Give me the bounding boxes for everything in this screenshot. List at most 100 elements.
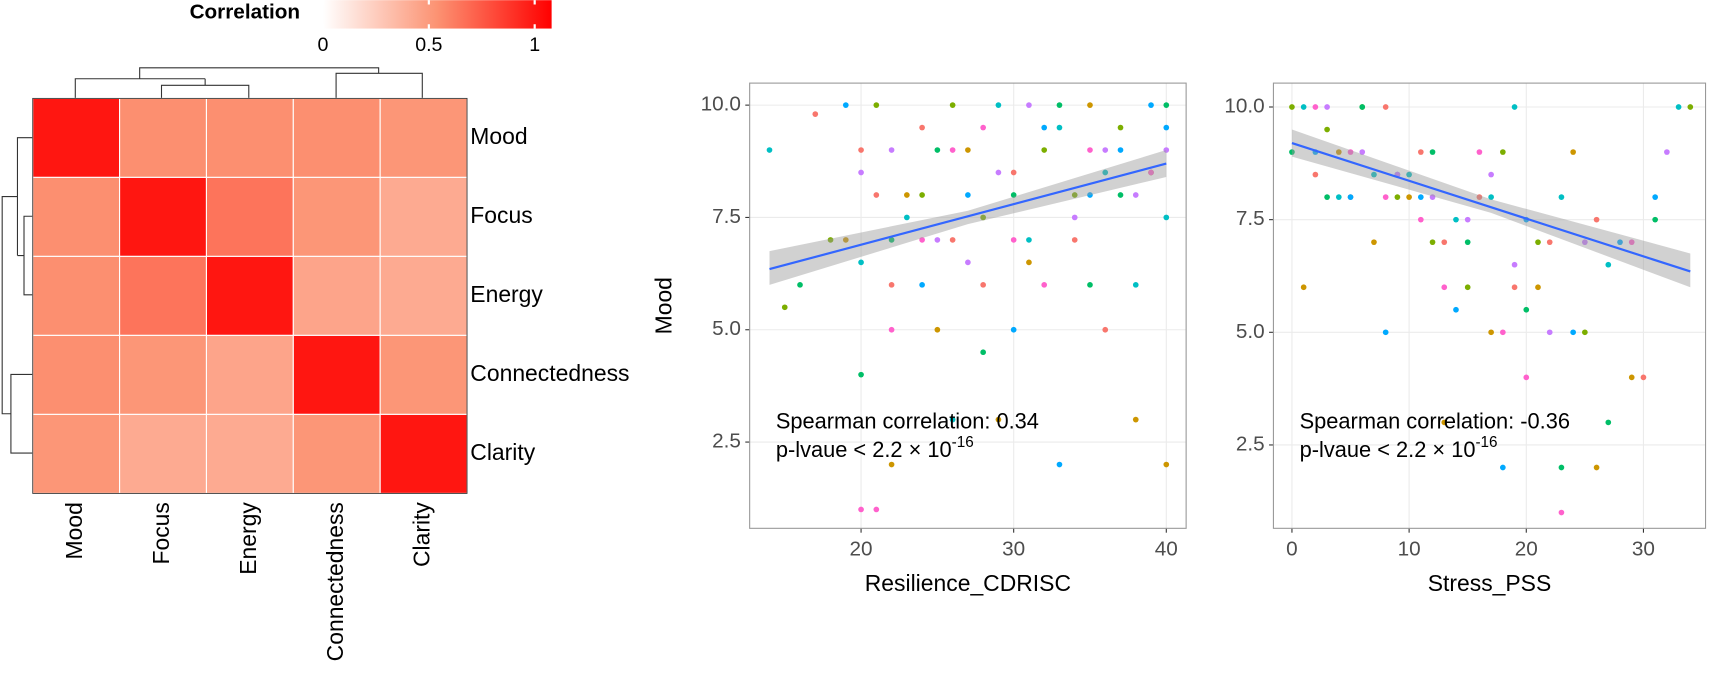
point — [1041, 124, 1048, 131]
point — [1041, 147, 1048, 153]
point — [949, 416, 956, 423]
point — [1500, 329, 1506, 336]
colorbar — [322, 0, 552, 29]
point — [858, 506, 864, 513]
point — [1087, 281, 1093, 288]
point — [1535, 239, 1541, 246]
heatmap-border — [32, 97, 468, 494]
point — [888, 147, 895, 153]
point — [1132, 416, 1139, 423]
fit-line — [769, 162, 1167, 271]
point — [858, 259, 864, 266]
point — [1289, 149, 1295, 155]
point — [1071, 192, 1078, 198]
point — [1132, 281, 1139, 288]
point — [1102, 169, 1109, 176]
point — [1335, 194, 1342, 200]
point — [1511, 261, 1518, 268]
point — [919, 281, 925, 288]
point — [949, 147, 956, 153]
point — [1429, 239, 1436, 246]
point — [980, 214, 986, 221]
heatmap-cell — [292, 176, 381, 257]
point — [873, 102, 880, 108]
y-tick-label: 7.5 — [1236, 207, 1265, 230]
point — [1570, 329, 1576, 336]
point — [1324, 104, 1330, 110]
point — [1010, 192, 1017, 198]
point — [1605, 419, 1612, 426]
colorbar-tick-label: 1 — [529, 34, 540, 56]
point — [888, 461, 895, 468]
annotation-text: p-lvaue < 2.2 × 10 — [1300, 437, 1476, 462]
point — [1558, 194, 1565, 200]
point — [919, 192, 925, 198]
heatmap-cell — [32, 97, 121, 178]
point — [1382, 329, 1389, 336]
point — [888, 237, 895, 243]
point — [1464, 284, 1471, 291]
heatmap-cell — [379, 255, 468, 336]
point — [766, 147, 773, 153]
point — [949, 102, 956, 108]
heatmap-cell — [292, 334, 381, 415]
point — [919, 237, 925, 243]
point — [1300, 104, 1307, 110]
point — [934, 326, 941, 333]
point — [1117, 147, 1124, 153]
point — [1163, 214, 1170, 221]
annotation: p-lvaue < 2.2 × 10-16 — [1300, 434, 1498, 461]
row-label: Clarity — [470, 439, 535, 465]
column-label: Focus — [148, 502, 174, 564]
point — [1464, 216, 1471, 223]
point — [1056, 102, 1063, 108]
annotation-text: Spearman correlation: 0.34 — [776, 408, 1039, 433]
fit-line — [1291, 142, 1691, 273]
plot-panel — [1273, 83, 1706, 529]
y-tick-label: 10.0 — [701, 93, 741, 116]
point — [1652, 216, 1658, 223]
y-tick-label: 10.0 — [1224, 94, 1264, 117]
point — [1453, 306, 1459, 313]
heatmap-cell — [205, 176, 294, 257]
point — [1324, 126, 1330, 133]
x-tick-label: 0 — [1286, 538, 1298, 561]
point — [980, 349, 986, 356]
plot-panel — [749, 83, 1187, 529]
point — [1417, 194, 1424, 200]
heatmap-cell — [292, 255, 381, 336]
point — [842, 237, 849, 243]
annotation-superscript: -16 — [1475, 434, 1497, 451]
point — [1546, 239, 1553, 246]
x-tick-label: 20 — [1515, 538, 1538, 561]
point — [888, 326, 895, 333]
point — [1500, 464, 1506, 471]
point — [1593, 216, 1600, 223]
point — [1605, 261, 1612, 268]
heatmap-cell — [292, 97, 381, 178]
annotation-superscript: -16 — [952, 434, 974, 451]
point — [1371, 171, 1377, 178]
point — [1628, 239, 1635, 246]
point — [1148, 102, 1154, 108]
point — [1335, 149, 1342, 155]
point — [1464, 239, 1471, 246]
point — [1441, 284, 1448, 291]
heatmap-cell — [119, 334, 208, 415]
point — [1289, 104, 1295, 110]
colorbar-tick-label: 0 — [318, 34, 329, 56]
point — [1026, 259, 1032, 266]
point — [1488, 171, 1494, 178]
annotation-text: p-lvaue < 2.2 × 10 — [776, 437, 952, 462]
heatmap-cell — [292, 413, 381, 494]
heatmap-cell — [119, 255, 208, 336]
point — [1558, 509, 1565, 516]
point — [1476, 194, 1483, 200]
point — [1010, 237, 1017, 243]
point — [1441, 239, 1448, 246]
point — [949, 237, 956, 243]
point — [1382, 104, 1389, 110]
point — [1429, 149, 1436, 155]
point — [1087, 192, 1093, 198]
point — [797, 281, 803, 288]
